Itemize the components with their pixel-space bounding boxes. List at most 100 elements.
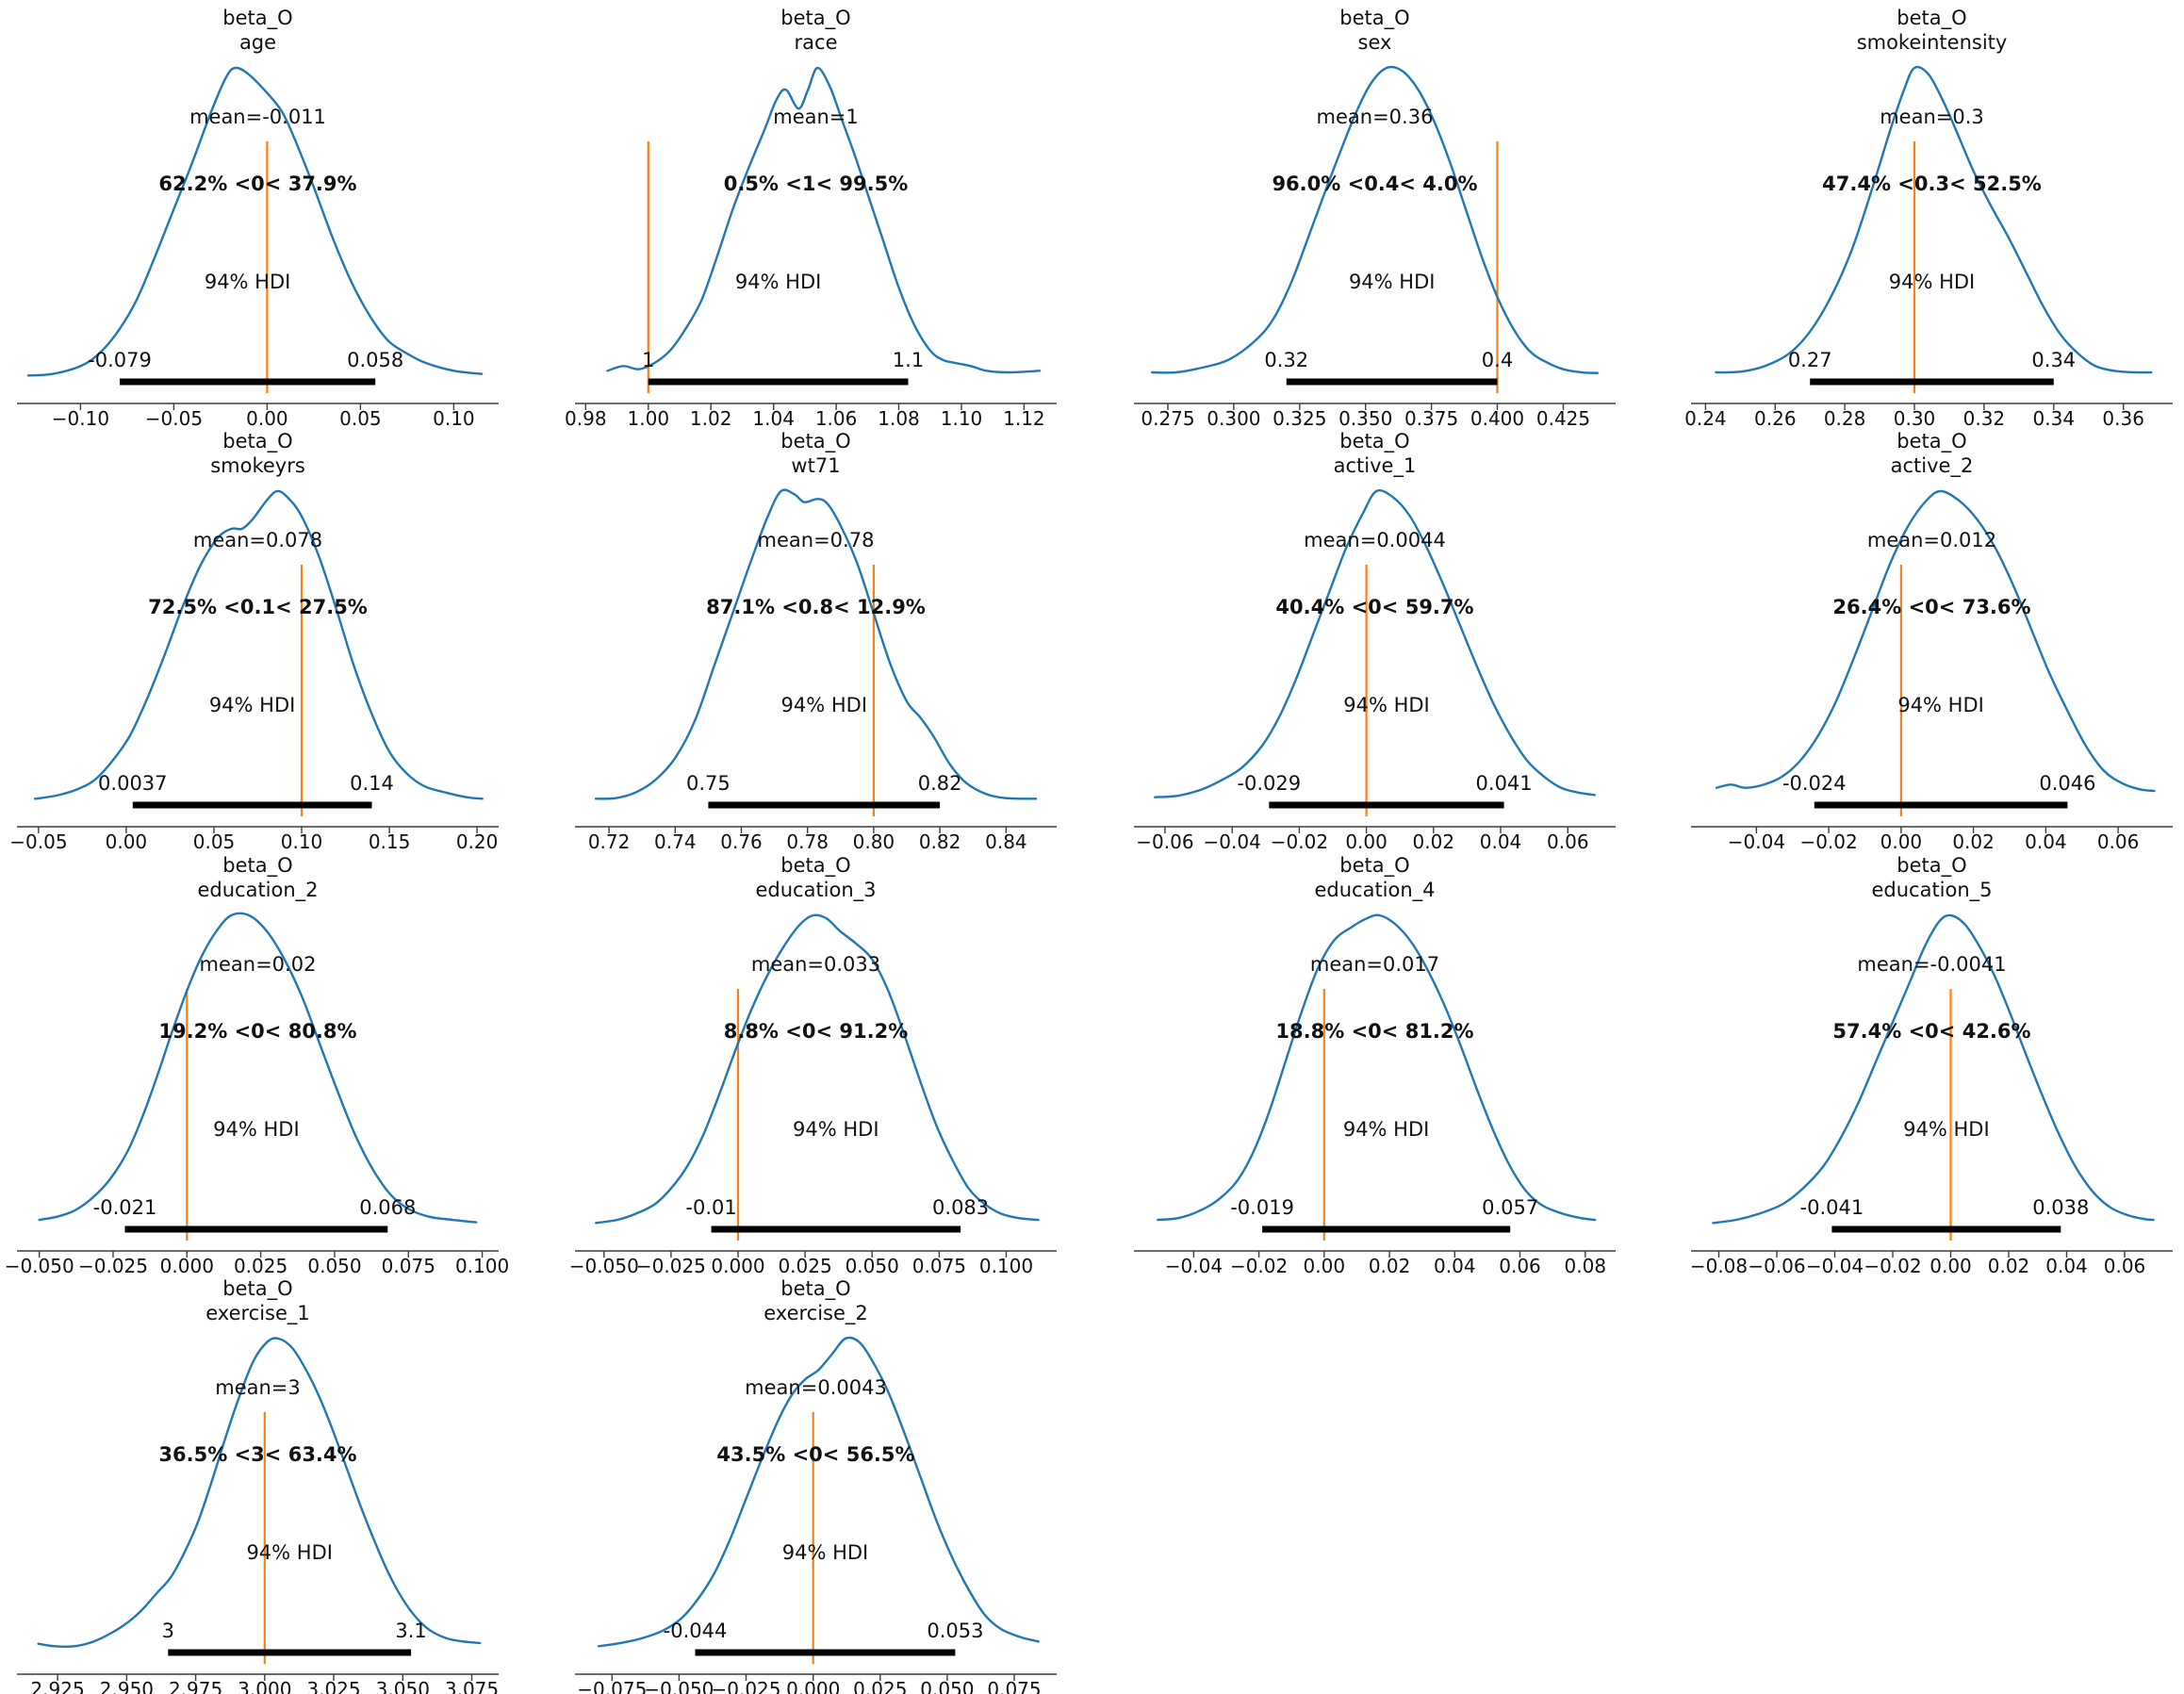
x-tick-label: 0.02 (1988, 1255, 2030, 1277)
x-tick-label: 3.000 (238, 1678, 291, 1694)
x-tick-label: 0.325 (1273, 407, 1326, 430)
x-tick-label: −0.050 (644, 1678, 714, 1694)
kde-curve (1157, 913, 1597, 1222)
plot-title-line1: beta_O (1339, 430, 1409, 453)
plot-title-line1: beta_O (780, 1277, 850, 1301)
x-tick-label: 0.30 (1894, 407, 1936, 430)
x-tick-label: 0.06 (1499, 1255, 1541, 1277)
ref-probability-label: 87.1% <0.8< 12.9% (706, 596, 926, 618)
plot-title-line1: beta_O (1897, 7, 1966, 30)
mean-label: mean=0.017 (1310, 953, 1439, 976)
x-tick-label: 0.00 (1304, 1255, 1346, 1277)
hdi-lower-value: -0.044 (664, 1620, 728, 1642)
hdi-lower-value: -0.024 (1782, 772, 1847, 795)
ref-probability-label: 43.5% <0< 56.5% (716, 1443, 914, 1466)
x-tick-label: 3.075 (445, 1678, 499, 1694)
x-tick-label: 0.20 (456, 831, 499, 853)
posterior-subplot-exercise_1: beta_O exercise_1 mean=3 36.5% <3< 63.4%… (17, 1277, 499, 1694)
ref-probability-label: 62.2% <0< 37.9% (158, 173, 356, 195)
x-tick-label: −0.025 (636, 1255, 706, 1277)
kde-curve (1154, 489, 1596, 798)
posterior-subplot-age: beta_O age mean=-0.011 62.2% <0< 37.9% 9… (17, 7, 499, 430)
hdi-lower-value: 0.0037 (98, 772, 167, 795)
posterior-subplot-education_3: beta_O education_3 mean=0.033 8.8% <0< 9… (569, 854, 1057, 1277)
plot-title-line2: smokeyrs (210, 454, 305, 477)
posterior-subplot-education_2: beta_O education_2 mean=0.02 19.2% <0< 8… (5, 854, 510, 1277)
hdi-lower-value: 0.27 (1788, 349, 1832, 371)
posterior-subplot-exercise_2: beta_O exercise_2 mean=0.0043 43.5% <0< … (575, 1277, 1057, 1694)
posterior-subplot-education_4: beta_O education_4 mean=0.017 18.8% <0< … (1134, 854, 1616, 1277)
x-tick-label: 0.375 (1404, 407, 1458, 430)
hdi-label: 94% HDI (1903, 1118, 1990, 1141)
x-tick-label: 0.15 (369, 831, 411, 853)
mean-label: mean=0.3 (1880, 106, 1984, 128)
plot-title-line2: education_2 (197, 879, 318, 902)
plot-title-line2: race (795, 31, 838, 54)
x-tick-label: −0.05 (145, 407, 203, 430)
x-tick-label: 0.06 (2104, 1255, 2146, 1277)
x-tick-label: 0.72 (588, 831, 631, 853)
plot-title-line1: beta_O (780, 7, 850, 30)
x-tick-label: 1.10 (941, 407, 983, 430)
hdi-upper-value: 0.046 (2039, 772, 2095, 795)
hdi-upper-value: 0.068 (359, 1196, 416, 1219)
hdi-lower-value: -0.019 (1230, 1196, 1294, 1219)
plot-title-line1: beta_O (1339, 854, 1409, 878)
ref-probability-label: 36.5% <3< 63.4% (158, 1443, 356, 1466)
mean-label: mean=0.078 (193, 529, 322, 551)
x-tick-label: 0.36 (2102, 407, 2144, 430)
hdi-upper-value: 0.34 (2031, 349, 2076, 371)
x-tick-label: 0.100 (979, 1255, 1033, 1277)
mean-label: mean=0.0043 (745, 1376, 887, 1399)
kde-curve (1712, 913, 2155, 1225)
plot-title-line1: beta_O (222, 7, 292, 30)
ref-probability-label: 57.4% <0< 42.6% (1832, 1020, 2030, 1043)
mean-label: mean=0.012 (1867, 529, 1996, 551)
x-tick-label: 0.24 (1684, 407, 1727, 430)
x-tick-label: 0.425 (1536, 407, 1590, 430)
kde-curve (38, 912, 478, 1224)
x-tick-label: 0.00 (1880, 831, 1923, 853)
x-tick-label: 0.00 (246, 407, 288, 430)
hdi-lower-value: 0.32 (1264, 349, 1308, 371)
x-tick-label: −0.08 (1690, 1255, 1748, 1277)
plot-title-line1: beta_O (780, 430, 850, 453)
x-tick-label: 2.925 (30, 1678, 84, 1694)
mean-label: mean=-0.011 (189, 106, 326, 128)
x-tick-label: 0.26 (1754, 407, 1797, 430)
hdi-lower-value: 1 (642, 349, 654, 371)
x-tick-label: 0.050 (307, 1255, 361, 1277)
x-tick-label: 0.76 (720, 831, 763, 853)
x-tick-label: −0.04 (1165, 1255, 1223, 1277)
x-tick-label: 0.80 (853, 831, 895, 853)
x-tick-label: 0.02 (1952, 831, 1995, 853)
x-tick-label: −0.05 (9, 831, 67, 853)
hdi-lower-value: 3 (162, 1620, 174, 1642)
x-tick-label: 0.300 (1207, 407, 1260, 430)
kde-curve (1715, 489, 2156, 793)
x-tick-label: 0.84 (985, 831, 1027, 853)
x-tick-label: −0.050 (5, 1255, 74, 1277)
x-tick-label: 3.025 (306, 1678, 360, 1694)
x-tick-label: 0.06 (1547, 831, 1589, 853)
x-tick-label: 0.02 (1369, 1255, 1411, 1277)
hdi-upper-value: 0.058 (347, 349, 403, 371)
hdi-label: 94% HDI (1343, 1118, 1430, 1141)
hdi-label: 94% HDI (213, 1118, 300, 1141)
hdi-label: 94% HDI (1349, 271, 1436, 293)
x-tick-label: 0.02 (1413, 831, 1455, 853)
x-tick-label: 0.74 (654, 831, 697, 853)
ref-probability-label: 19.2% <0< 80.8% (158, 1020, 356, 1043)
x-tick-label: 0.000 (160, 1255, 214, 1277)
plot-title-line2: education_4 (1314, 879, 1435, 902)
kde-curve (597, 1336, 1040, 1648)
x-tick-label: −0.04 (1204, 831, 1261, 853)
kde-curve (26, 66, 484, 377)
hdi-label: 94% HDI (793, 1118, 879, 1141)
plot-title-line2: education_3 (755, 879, 876, 902)
plot-title-line1: beta_O (1897, 854, 1966, 878)
x-tick-label: 0.34 (2033, 407, 2076, 430)
mean-label: mean=-0.0041 (1857, 953, 2006, 976)
x-tick-label: −0.06 (1748, 1255, 1805, 1277)
x-tick-label: 0.08 (1565, 1255, 1607, 1277)
